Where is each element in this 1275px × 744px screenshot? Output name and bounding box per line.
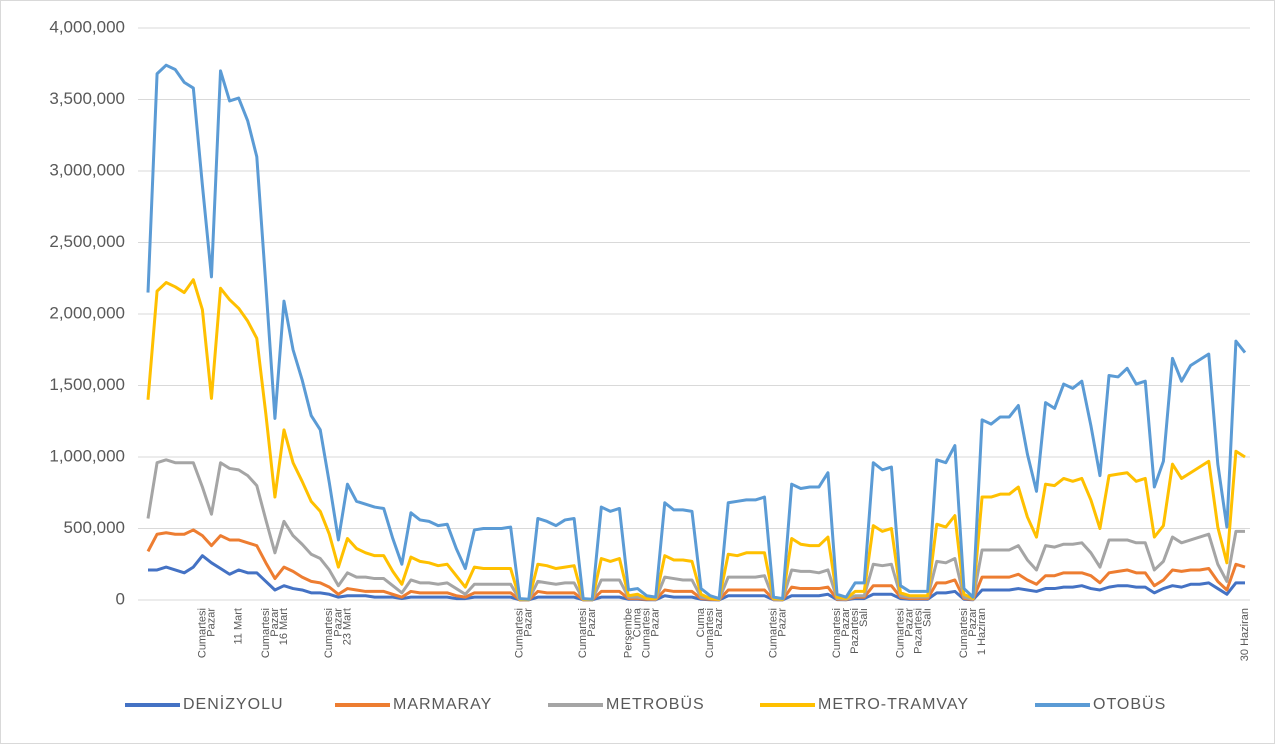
series-line [146, 63, 1247, 601]
y-tick-label: 1,500,000 [49, 375, 125, 394]
y-tick-label: 2,000,000 [49, 303, 125, 322]
legend-label: MARMARAY [393, 696, 492, 713]
y-tick-label: 1,000,000 [49, 446, 125, 465]
legend-label: METROBÜS [606, 695, 705, 713]
x-tick-label: Cuma [631, 607, 643, 637]
x-tick-label: Salı [922, 608, 934, 627]
x-tick-label: Pazar [586, 608, 598, 637]
x-tick-label: 16 Mart [278, 608, 290, 645]
x-tick-label: Cumartesi [641, 608, 653, 658]
x-tick-label: Cumartesi [323, 608, 335, 658]
legend-label: DENİZYOLU [183, 694, 284, 713]
x-tick-label: Pazar [840, 608, 852, 637]
x-tick-label: Cumartesi [514, 608, 526, 658]
y-tick-label: 2,500,000 [49, 232, 125, 251]
x-tick-label: Cumartesi [767, 608, 779, 658]
x-tick-label: Pazar [205, 608, 217, 637]
x-tick-label: Pazartesi [849, 608, 861, 654]
series-line [146, 458, 1245, 602]
x-tick-label: Salı [858, 608, 870, 627]
x-tick-label: Cumartesi [196, 608, 208, 658]
x-tick-label: 11 Mart [233, 608, 245, 644]
x-tick-label: Pazar [332, 608, 344, 637]
legend-label: METRO-TRAMVAY [818, 696, 969, 713]
x-tick-label: Cumartesi [958, 608, 970, 658]
x-tick-label: Cumartesi [260, 608, 272, 658]
series-line [146, 278, 1246, 602]
x-tick-label: Pazar [967, 608, 979, 637]
y-tick-label: 4,000,000 [49, 17, 125, 36]
legend-label: OTOBÜS [1093, 695, 1166, 713]
y-tick-label: 500,000 [64, 518, 125, 537]
y-tick-label: 0 [116, 589, 125, 608]
x-tick-label: Cuma [695, 607, 707, 637]
x-tick-label: 30 Haziran [1239, 608, 1251, 661]
series-line [146, 528, 1246, 602]
x-tick-label: Pazar [713, 608, 725, 637]
x-tick-label: Pazar [903, 608, 915, 637]
x-tick-label: Pazar [777, 608, 789, 637]
x-tick-label: Pazar [523, 608, 535, 637]
x-tick-label: Cumartesi [577, 608, 589, 658]
y-tick-label: 3,500,000 [49, 89, 125, 108]
x-tick-label: 23 Mart [341, 608, 353, 645]
series-line [148, 554, 1245, 602]
x-tick-label: 1 Haziran [976, 608, 988, 655]
y-tick-label: 3,000,000 [49, 160, 125, 179]
x-tick-label: Pazartesi [913, 608, 925, 654]
x-tick-label: Cumartesi [894, 608, 906, 658]
x-tick-label: Pazar [269, 608, 281, 637]
x-tick-label: Perşembe [622, 608, 634, 658]
x-tick-label: Cumartesi [704, 608, 716, 658]
x-tick-label: Pazar [650, 608, 662, 637]
x-tick-label: Cumartesi [831, 608, 843, 658]
